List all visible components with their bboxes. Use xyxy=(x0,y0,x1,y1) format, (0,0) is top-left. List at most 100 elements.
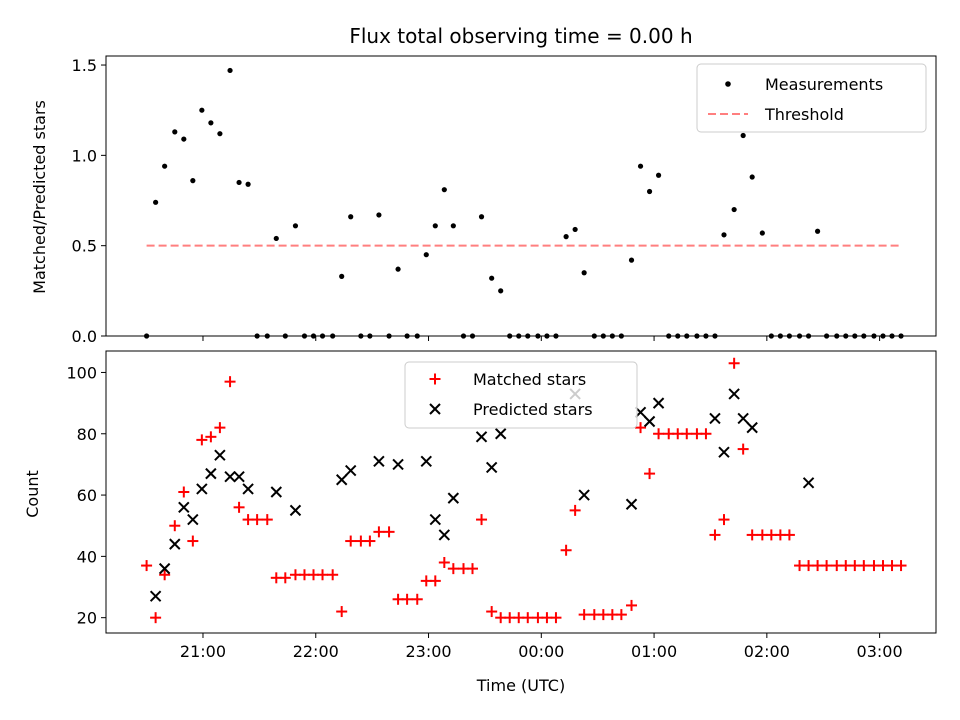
measurement-point xyxy=(376,212,382,218)
measurement-point xyxy=(759,230,765,236)
ratio-legend: Measurements Threshold xyxy=(696,63,927,133)
matched-star-point xyxy=(233,501,245,513)
measurements-legend-marker xyxy=(725,81,731,87)
measurement-point xyxy=(245,181,251,187)
measurement-point xyxy=(181,136,187,142)
matched-star-point xyxy=(196,434,208,446)
measurement-point xyxy=(441,187,447,193)
matched-star-point xyxy=(411,593,423,605)
predicted-star-point xyxy=(392,458,404,471)
matched-star-point xyxy=(821,560,833,572)
measurement-point xyxy=(655,172,662,178)
predicted-star-point xyxy=(335,474,348,486)
measurement-point xyxy=(450,223,456,229)
predicted-star-point xyxy=(420,455,432,468)
matched-star-point xyxy=(560,544,572,556)
matched-star-point xyxy=(626,599,638,611)
ratio-y-tick-label: 0.5 xyxy=(72,237,97,256)
ratio-y-tick-label: 1.0 xyxy=(72,146,97,165)
predicted-star-point xyxy=(728,388,740,400)
count-y-tick-label: 20 xyxy=(77,609,97,628)
ratio-panel: Matched/Predicted stars 0.0 0.5 1.0 1.5 Mea… xyxy=(30,55,937,346)
measurement-point xyxy=(581,270,587,276)
matched-star-point xyxy=(653,428,665,440)
measurements-legend-label: Measurements xyxy=(765,75,883,94)
measurement-point xyxy=(423,252,429,258)
count-legend: Matched stars Predicted stars xyxy=(404,361,638,429)
count-y-ticks: 20 40 60 80 100 xyxy=(66,363,106,628)
matched-star-point xyxy=(700,428,712,440)
matched-star-point xyxy=(438,557,450,568)
predicted-star-point xyxy=(643,415,656,428)
matched-legend-label: Matched stars xyxy=(473,370,586,389)
measurement-point xyxy=(731,206,737,213)
count-legend-box xyxy=(404,361,638,429)
matched-star-point xyxy=(383,526,395,538)
matched-star-point xyxy=(858,560,870,572)
measurement-point xyxy=(153,199,159,205)
ratio-axes-frame xyxy=(105,55,937,337)
predicted-star-point xyxy=(429,513,442,526)
matched-star-point xyxy=(169,520,181,532)
count-x-tick-label: 02:00 xyxy=(744,642,790,661)
count-y-tick-label: 40 xyxy=(77,547,97,566)
measurement-point xyxy=(292,223,299,229)
predicted-legend-label: Predicted stars xyxy=(473,400,593,419)
matched-star-point xyxy=(746,529,758,541)
predicted-star-point xyxy=(233,470,245,483)
matched-star-point xyxy=(728,357,740,369)
measurement-point xyxy=(721,232,727,238)
matched-star-point xyxy=(401,593,413,605)
matched-star-point xyxy=(709,529,721,541)
measurement-point xyxy=(199,107,205,113)
matched-star-point xyxy=(178,486,190,498)
predicted-star-point xyxy=(205,467,217,480)
predicted-star-point xyxy=(373,455,385,468)
predicted-star-point xyxy=(737,412,749,425)
threshold-legend-label: Threshold xyxy=(764,105,844,124)
predicted-star-point xyxy=(494,428,507,440)
predicted-star-point xyxy=(709,412,721,425)
matched-star-point xyxy=(476,514,488,526)
matched-star-point xyxy=(251,514,263,526)
measurement-point xyxy=(395,266,401,272)
matched-star-point xyxy=(327,569,339,581)
predicted-star-point xyxy=(438,529,451,541)
predicted-star-point xyxy=(718,446,730,458)
predicted-star-point xyxy=(652,397,665,409)
ratio-legend-box xyxy=(696,63,927,133)
predicted-star-point xyxy=(158,562,171,575)
measurement-point xyxy=(489,275,495,281)
measurement-point xyxy=(563,234,569,240)
matched-star-point xyxy=(205,431,217,443)
measurement-point xyxy=(339,273,345,279)
predicted-legend-glyph xyxy=(429,403,441,415)
measurement-point xyxy=(273,235,279,242)
predicted-star-point xyxy=(270,486,282,498)
matched-star-point xyxy=(336,606,348,618)
predicted-star-point xyxy=(625,498,638,510)
count-x-tick-label: 03:00 xyxy=(857,642,903,661)
measurement-point xyxy=(208,120,214,126)
matched-star-point xyxy=(141,560,153,572)
measurement-point xyxy=(348,214,354,220)
matched-star-point xyxy=(447,563,459,575)
matched-star-point xyxy=(635,422,647,434)
predicted-star-point xyxy=(196,483,208,495)
measurement-point xyxy=(740,132,746,139)
predicted-star-point xyxy=(345,464,357,477)
predicted-star-point xyxy=(169,538,181,550)
measurement-point xyxy=(628,257,635,263)
count-x-tick-label: 21:00 xyxy=(180,642,226,661)
predicted-star-point xyxy=(187,513,199,526)
measurement-point xyxy=(432,223,438,229)
predicted-star-point xyxy=(289,504,302,517)
predicted-star-point xyxy=(578,489,590,501)
measurement-point xyxy=(217,131,223,137)
matched-star-point xyxy=(895,560,907,572)
matched-star-point xyxy=(345,535,357,547)
measurement-point xyxy=(572,226,578,233)
matched-star-point xyxy=(578,609,590,621)
count-x-tick-label: 00:00 xyxy=(518,642,564,661)
